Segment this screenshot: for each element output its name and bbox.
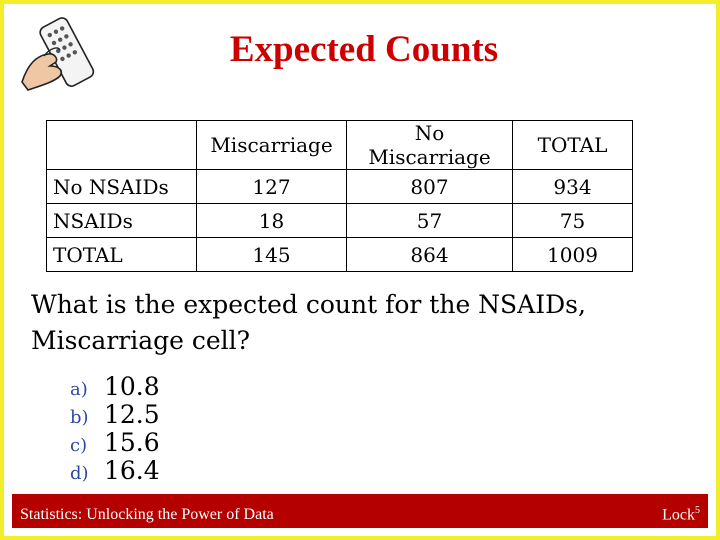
answer-choice: a) 10.8	[70, 373, 160, 401]
table-row-label: No NSAIDs	[46, 169, 197, 204]
table-cell: 1009	[512, 237, 633, 272]
table-row-label: NSAIDs	[46, 203, 197, 238]
table-cell: 807	[346, 169, 513, 204]
answer-choice: c) 15.6	[70, 429, 160, 457]
choice-value: 16.4	[104, 456, 160, 485]
choice-value: 12.5	[104, 400, 160, 429]
answer-choice: b) 12.5	[70, 401, 160, 429]
table-cell: 864	[346, 237, 513, 272]
hand-holding-remote-icon	[21, 17, 95, 91]
choice-value: 10.8	[104, 372, 160, 401]
footer-brand: Lock5	[662, 505, 700, 524]
table-cell: 57	[346, 203, 513, 238]
table-cell: 145	[196, 237, 347, 272]
table-header-cell: TOTAL	[512, 120, 633, 170]
table-cell: 934	[512, 169, 633, 204]
choice-letter: b)	[70, 407, 89, 428]
choice-letter: c)	[70, 435, 88, 456]
choice-letter: a)	[70, 379, 88, 400]
table-row: NSAIDs 18 57 75	[46, 203, 633, 238]
table-cell: 18	[196, 203, 347, 238]
footer-book-title: Statistics: Unlocking the Power of Data	[20, 506, 274, 523]
table-row: TOTAL 145 864 1009	[46, 237, 633, 272]
contingency-table: Miscarriage No Miscarriage TOTAL No NSAI…	[46, 120, 633, 272]
question-text: What is the expected count for the NSAID…	[31, 290, 586, 355]
footer-brand-name: Lock	[662, 506, 695, 523]
slide-title: Expected Counts	[229, 29, 499, 70]
answer-choices: a) 10.8 b) 12.5 c) 15.6 d) 16.4	[70, 373, 160, 485]
table-cell: 127	[196, 169, 347, 204]
table-header-cell: No Miscarriage	[346, 120, 513, 170]
table-row: No NSAIDs 127 807 934	[46, 169, 633, 204]
footer-brand-superscript: 5	[695, 504, 700, 516]
answer-choice: d) 16.4	[70, 457, 160, 485]
choice-letter: d)	[70, 463, 89, 484]
choice-value: 15.6	[104, 428, 160, 457]
table-row-label: TOTAL	[46, 237, 197, 272]
table-cell: 75	[512, 203, 633, 238]
table-header-cell: Miscarriage	[196, 120, 347, 170]
footer-bar: Statistics: Unlocking the Power of Data …	[12, 494, 708, 528]
table-header-cell	[46, 120, 197, 170]
table-header-row: Miscarriage No Miscarriage TOTAL	[46, 120, 633, 170]
